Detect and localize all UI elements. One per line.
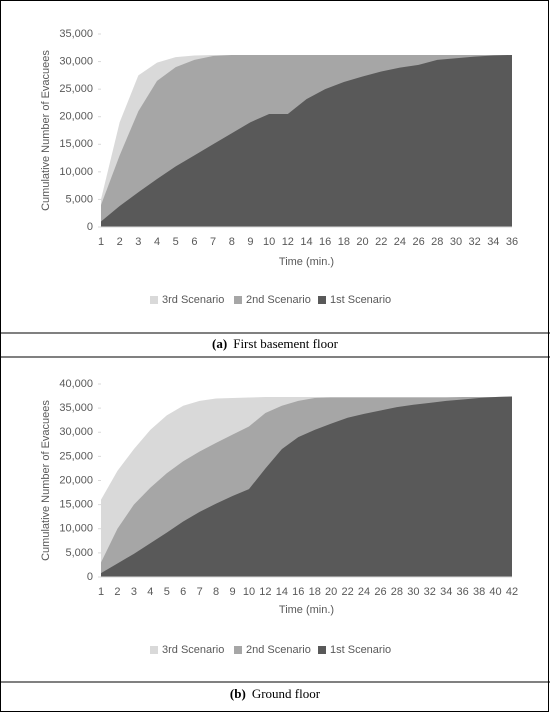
x-tick-label: 7 [197,586,203,598]
y-tick-label: 30,000 [59,426,93,438]
y-tick-label: 0 [87,221,93,233]
x-tick-label: 32 [424,586,436,598]
y-tick-label: 0 [87,571,93,583]
x-tick-label: 7 [210,236,216,248]
x-tick-label: 26 [412,236,424,248]
y-tick-label: 5,000 [65,547,93,559]
y-tick-label: 15,000 [59,138,93,150]
caption-label: (b) [230,686,246,701]
x-tick-label: 20 [325,586,337,598]
x-tick-label: 30 [450,236,462,248]
y-tick-label: 30,000 [59,55,93,67]
y-axis-title: Cumulative Number of Evacuees [40,400,52,561]
x-tick-label: 5 [164,586,170,598]
x-tick-label: 32 [469,236,481,248]
y-tick-label: 40,000 [59,378,93,390]
x-tick-label: 18 [338,236,350,248]
x-tick-label: 9 [247,236,253,248]
x-tick-label: 38 [473,586,485,598]
x-tick-label: 14 [276,586,288,598]
x-tick-label: 1 [98,586,104,598]
legend-swatch [150,646,158,654]
y-tick-label: 5,000 [65,193,93,205]
x-tick-label: 10 [263,236,275,248]
legend-swatch [318,646,326,654]
x-tick-label: 24 [394,236,406,248]
y-tick-label: 35,000 [59,402,93,414]
x-axis-title: Time (min.) [279,604,334,616]
y-tick-label: 20,000 [59,111,93,123]
y-tick-label: 35,000 [59,28,93,40]
x-tick-label: 14 [300,236,312,248]
x-tick-label: 36 [457,586,469,598]
y-tick-label: 25,000 [59,83,93,95]
x-tick-label: 8 [213,586,219,598]
y-tick-label: 20,000 [59,474,93,486]
legend-swatch [234,646,242,654]
legend-swatch [150,296,158,304]
legend-label: 3rd Scenario [162,294,224,306]
x-tick-label: 28 [431,236,443,248]
legend-swatch [234,296,242,304]
x-tick-label: 22 [341,586,353,598]
legend-label: 1st Scenario [330,644,391,656]
x-tick-label: 9 [229,586,235,598]
x-tick-label: 42 [506,586,518,598]
x-tick-label: 4 [147,586,153,598]
legend-label: 2nd Scenario [246,294,311,306]
x-tick-label: 18 [309,586,321,598]
caption: (a) First basement floor [212,336,339,351]
area [101,396,512,577]
x-tick-label: 34 [440,586,452,598]
caption-label: (a) [212,336,227,351]
x-tick-label: 16 [319,236,331,248]
x-tick-label: 24 [358,586,370,598]
x-tick-label: 3 [131,586,137,598]
x-tick-label: 26 [374,586,386,598]
caption-text: First basement floor [233,336,338,351]
x-tick-label: 6 [180,586,186,598]
y-axis-title: Cumulative Number of Evacuees [40,50,52,211]
legend-swatch [318,296,326,304]
x-tick-label: 28 [391,586,403,598]
x-tick-label: 40 [489,586,501,598]
x-tick-label: 8 [229,236,235,248]
y-tick-label: 25,000 [59,450,93,462]
x-tick-label: 12 [259,586,271,598]
x-tick-label: 10 [243,586,255,598]
x-tick-label: 2 [117,236,123,248]
y-tick-label: 10,000 [59,166,93,178]
x-tick-label: 6 [191,236,197,248]
x-tick-label: 4 [154,236,160,248]
caption-text: Ground floor [252,686,321,701]
x-tick-label: 30 [407,586,419,598]
x-axis-title: Time (min.) [279,256,334,268]
x-tick-label: 1 [98,236,104,248]
x-tick-label: 2 [114,586,120,598]
caption: (b) Ground floor [230,686,321,701]
legend-label: 3rd Scenario [162,644,224,656]
legend-label: 2nd Scenario [246,644,311,656]
y-tick-label: 10,000 [59,523,93,535]
x-tick-label: 5 [173,236,179,248]
x-tick-label: 12 [282,236,294,248]
area [101,54,512,227]
x-tick-label: 34 [487,236,499,248]
y-tick-label: 15,000 [59,499,93,511]
legend-label: 1st Scenario [330,294,391,306]
x-tick-label: 22 [375,236,387,248]
x-tick-label: 3 [135,236,141,248]
x-tick-label: 20 [356,236,368,248]
x-tick-label: 16 [292,586,304,598]
x-tick-label: 36 [506,236,518,248]
